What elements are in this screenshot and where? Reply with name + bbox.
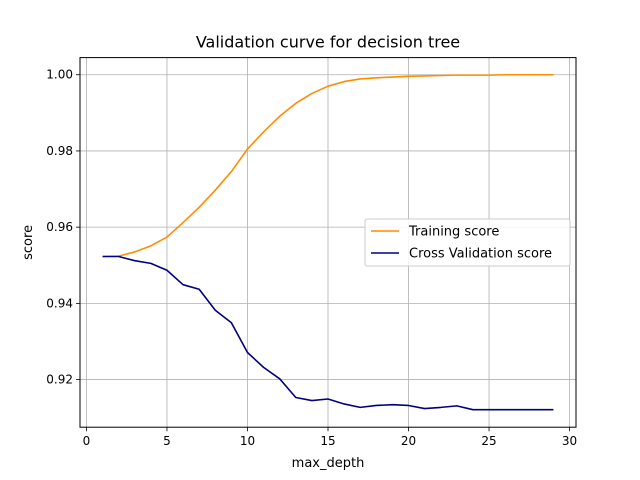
legend-label-training: Training score: [408, 225, 499, 240]
series-lines: [102, 73, 554, 411]
x-tick-label: 0: [83, 434, 91, 448]
chart-title: Validation curve for decision tree: [196, 33, 460, 52]
x-tick-label: 5: [163, 434, 171, 448]
x-tick-label: 25: [481, 434, 496, 448]
training-score-line: [102, 73, 554, 258]
y-tick-label: 0.94: [46, 296, 73, 310]
y-tick-label: 0.92: [46, 373, 73, 387]
legend: Training score Cross Validation score: [364, 218, 571, 267]
x-axis-label: max_depth: [292, 456, 365, 471]
y-tick-label: 0.98: [46, 144, 73, 158]
y-axis-label: score: [21, 225, 36, 260]
cross-validation-score-line: [102, 255, 554, 411]
x-tick-label: 30: [562, 434, 577, 448]
ticks: 0 5 10 15 20 25 30 0.92 0.94 0.96 0.98 1.00: [46, 68, 577, 448]
legend-box: [364, 218, 571, 267]
x-tick-label: 10: [240, 434, 255, 448]
y-tick-label: 1.00: [46, 68, 73, 82]
y-tick-label: 0.96: [46, 220, 73, 234]
x-tick-label: 20: [401, 434, 416, 448]
x-tick-label: 15: [320, 434, 335, 448]
legend-label-cross-validation: Cross Validation score: [409, 247, 552, 262]
